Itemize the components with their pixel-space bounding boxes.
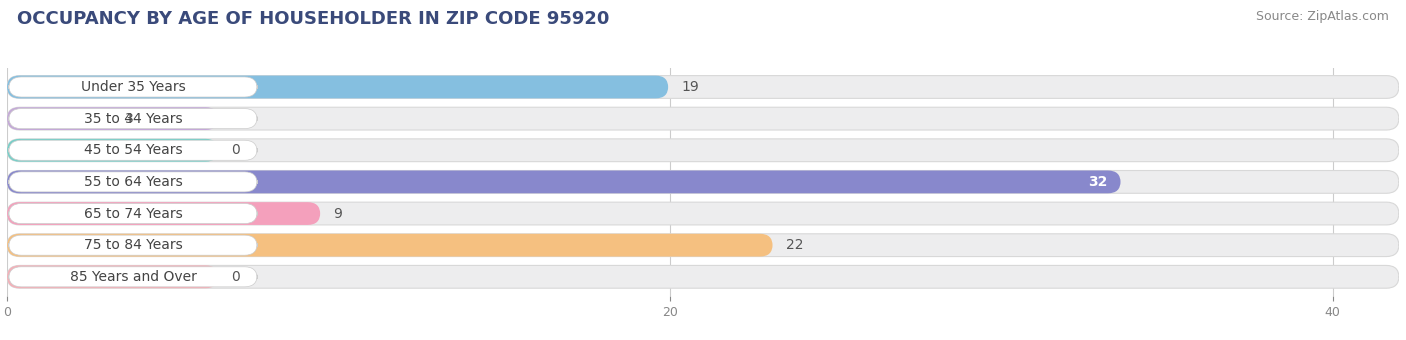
FancyBboxPatch shape bbox=[7, 171, 1399, 193]
FancyBboxPatch shape bbox=[8, 204, 257, 224]
FancyBboxPatch shape bbox=[7, 107, 1399, 130]
FancyBboxPatch shape bbox=[8, 140, 257, 160]
Text: 3: 3 bbox=[125, 112, 134, 125]
Text: 9: 9 bbox=[333, 206, 342, 221]
Text: Source: ZipAtlas.com: Source: ZipAtlas.com bbox=[1256, 10, 1389, 23]
FancyBboxPatch shape bbox=[7, 75, 1399, 98]
FancyBboxPatch shape bbox=[8, 235, 257, 255]
FancyBboxPatch shape bbox=[7, 202, 1399, 225]
Text: 65 to 74 Years: 65 to 74 Years bbox=[83, 206, 183, 221]
FancyBboxPatch shape bbox=[7, 266, 218, 288]
Text: 45 to 54 Years: 45 to 54 Years bbox=[83, 143, 183, 157]
FancyBboxPatch shape bbox=[8, 267, 257, 287]
FancyBboxPatch shape bbox=[7, 234, 1399, 257]
FancyBboxPatch shape bbox=[7, 75, 668, 98]
Text: 22: 22 bbox=[786, 238, 803, 252]
Text: 55 to 64 Years: 55 to 64 Years bbox=[83, 175, 183, 189]
Text: 0: 0 bbox=[232, 270, 240, 284]
Text: 35 to 44 Years: 35 to 44 Years bbox=[83, 112, 183, 125]
FancyBboxPatch shape bbox=[7, 139, 218, 162]
Text: 75 to 84 Years: 75 to 84 Years bbox=[83, 238, 183, 252]
FancyBboxPatch shape bbox=[7, 266, 1399, 288]
Text: Under 35 Years: Under 35 Years bbox=[80, 80, 186, 94]
FancyBboxPatch shape bbox=[7, 107, 218, 130]
FancyBboxPatch shape bbox=[8, 77, 257, 97]
Text: 0: 0 bbox=[232, 143, 240, 157]
Text: OCCUPANCY BY AGE OF HOUSEHOLDER IN ZIP CODE 95920: OCCUPANCY BY AGE OF HOUSEHOLDER IN ZIP C… bbox=[17, 10, 609, 28]
FancyBboxPatch shape bbox=[7, 139, 1399, 162]
FancyBboxPatch shape bbox=[7, 202, 321, 225]
FancyBboxPatch shape bbox=[8, 172, 257, 192]
FancyBboxPatch shape bbox=[8, 108, 257, 129]
Text: 85 Years and Over: 85 Years and Over bbox=[69, 270, 197, 284]
Text: 32: 32 bbox=[1088, 175, 1108, 189]
Text: 19: 19 bbox=[682, 80, 699, 94]
FancyBboxPatch shape bbox=[7, 171, 1121, 193]
FancyBboxPatch shape bbox=[7, 234, 773, 257]
